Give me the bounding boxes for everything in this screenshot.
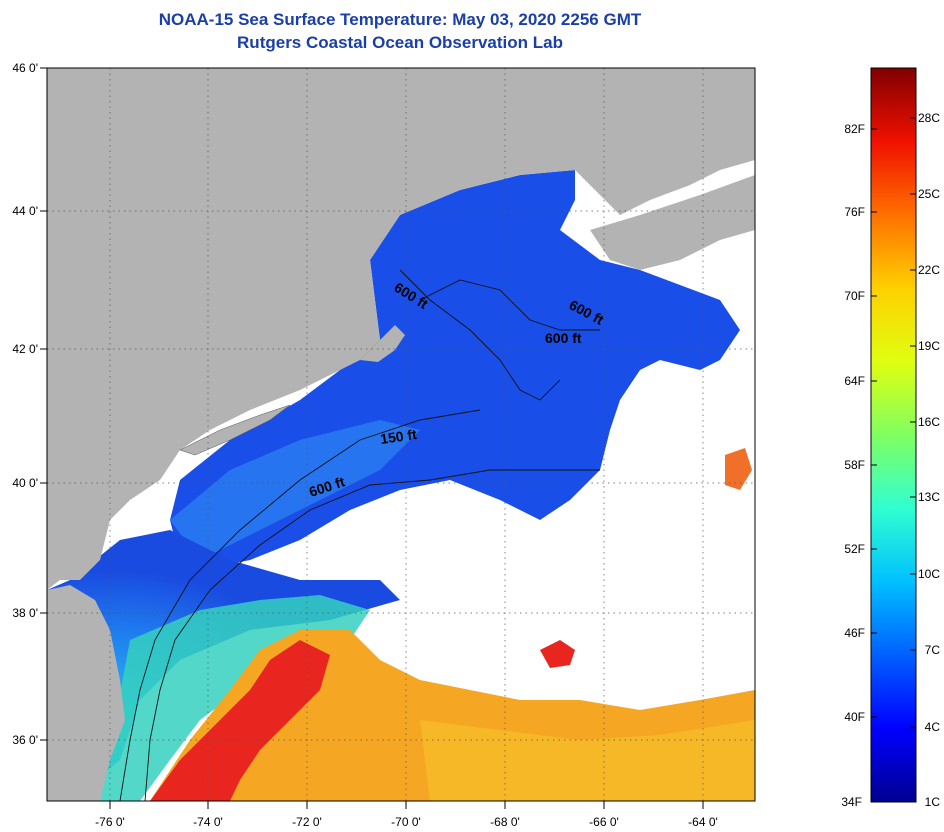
lon-label: -68 0' <box>490 815 520 829</box>
bathymetry-contours <box>119 269 600 801</box>
lon-label: -74 0' <box>193 815 223 829</box>
colorbar-f-label: 34F <box>841 795 862 809</box>
colorbar-c-label: 22C <box>918 263 940 277</box>
inner-shelf-water <box>170 420 420 560</box>
warm-eddy <box>540 640 575 668</box>
map-area: 600 ft 600 ft 600 ft 150 ft 600 ft <box>47 68 755 801</box>
map-title: NOAA-15 Sea Surface Temperature: May 03,… <box>158 10 642 29</box>
lon-label: -72 0' <box>292 815 322 829</box>
nova-scotia <box>590 175 755 270</box>
colorbar-f-label: 76F <box>844 205 865 219</box>
lon-label: -70 0' <box>391 815 421 829</box>
colorbar-ticks <box>871 117 916 728</box>
cape-cod <box>360 325 405 362</box>
eddy-east <box>725 448 752 490</box>
lon-label: -66 0' <box>589 815 619 829</box>
contour-label: 600 ft <box>545 330 582 346</box>
colorbar-c-label: 4C <box>925 720 941 734</box>
long-island <box>179 404 291 456</box>
lat-ticks <box>40 67 704 809</box>
land-mass <box>47 68 755 590</box>
gulf-stream <box>150 640 330 801</box>
map-frame <box>46 67 756 802</box>
lat-label: 38 0' <box>12 606 38 620</box>
colorbar-f-label: 70F <box>844 289 865 303</box>
lat-label: 46 0' <box>12 61 38 75</box>
lat-label: 40 0' <box>12 476 38 490</box>
colorbar-c-label: 1C <box>925 795 941 809</box>
colorbar-f-label: 46F <box>844 626 865 640</box>
lat-label: 36 0' <box>12 733 38 747</box>
lat-label: 42 0' <box>12 342 38 356</box>
lon-label: -64 0' <box>688 815 718 829</box>
colorbar-f-label: 58F <box>844 458 865 472</box>
colorbar-f-label: 52F <box>844 542 865 556</box>
colorbar-f-label: 40F <box>844 710 865 724</box>
colorbar-c-label: 25C <box>918 187 940 201</box>
map-subtitle: Rutgers Coastal Ocean Observation Lab <box>237 33 563 52</box>
colorbar-c-label: 16C <box>918 415 940 429</box>
colorbar-f-label: 82F <box>844 122 865 136</box>
graticule <box>47 68 755 801</box>
colorbar <box>870 67 917 803</box>
delmarva <box>47 585 125 801</box>
lon-label: -76 0' <box>95 815 125 829</box>
colorbar-c-label: 13C <box>918 490 940 504</box>
colorbar-f-label: 64F <box>844 374 865 388</box>
contour-label: 150 ft <box>379 426 418 447</box>
lat-label: 44 0' <box>12 204 38 218</box>
colorbar-c-label: 7C <box>925 643 941 657</box>
colorbar-c-label: 28C <box>918 111 940 125</box>
colorbar-c-label: 10C <box>918 567 940 581</box>
colorbar-c-label: 19C <box>918 339 940 353</box>
